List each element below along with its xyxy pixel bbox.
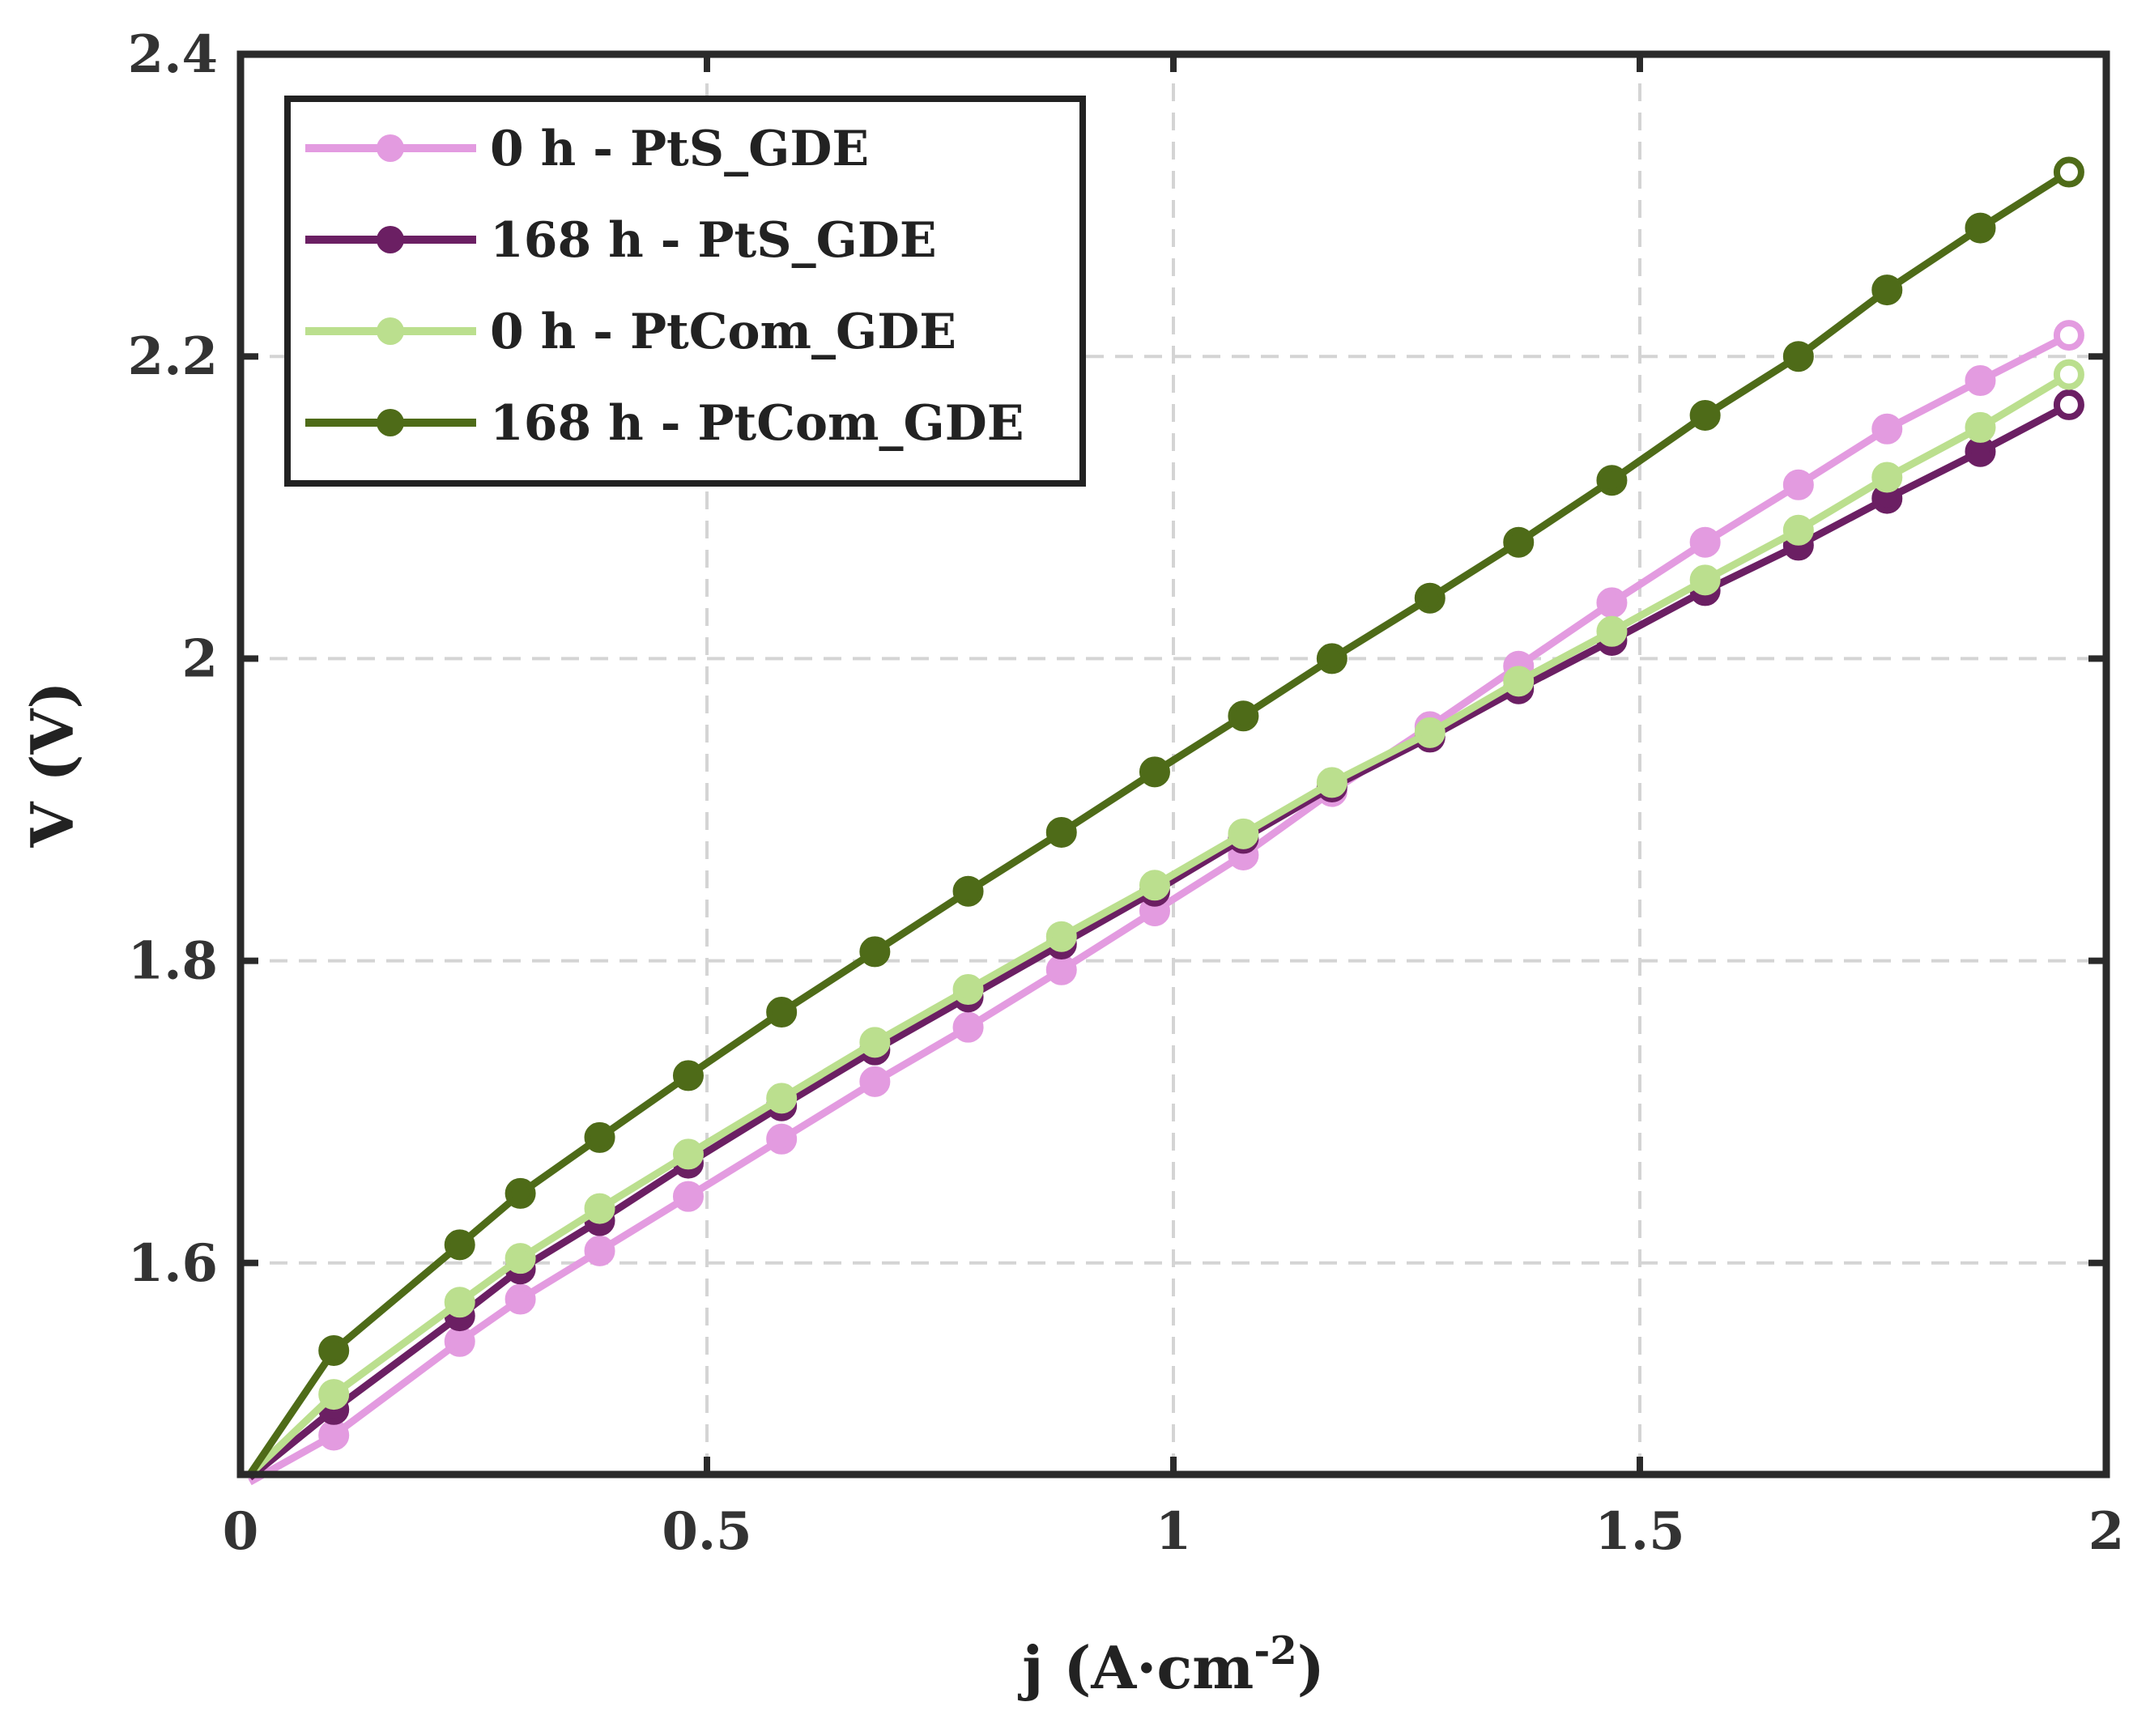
legend: 0 h - PtS_GDE 168 h - PtS_GDE 0 h - PtCom_… (284, 96, 1086, 487)
y-tick-label: 2 (181, 628, 218, 689)
data-point (1316, 643, 1347, 674)
data-point (1045, 954, 1077, 985)
x-axis-title: j (A·cm-2) (1017, 1628, 1325, 1702)
data-point (1414, 717, 1445, 748)
y-tick-label: 2.2 (128, 326, 218, 387)
legend-marker-swatch (377, 317, 404, 345)
data-point (952, 875, 984, 907)
x-tick-label: 1 (1156, 1501, 1192, 1562)
data-point (1228, 818, 1259, 849)
y-tick-label: 1.6 (128, 1233, 218, 1294)
data-point (766, 997, 798, 1028)
data-point (1596, 587, 1628, 619)
tick-labels: 0 0.5 1 1.5 2 1.6 1.8 2 2.2 2.4 (128, 24, 2125, 1562)
x-axis-title-main: j (A·cm (1017, 1633, 1254, 1702)
x-axis-title-superscript: -2 (1254, 1628, 1296, 1674)
series-4 (246, 156, 2084, 1477)
data-point (1965, 365, 1996, 397)
data-point (1045, 816, 1077, 848)
data-point (584, 1193, 615, 1224)
data-point (2053, 320, 2084, 351)
data-point (1782, 341, 1814, 372)
data-point (766, 1123, 798, 1155)
y-tick-label: 2.4 (128, 24, 218, 85)
data-point (1782, 469, 1814, 500)
data-point (1689, 564, 1721, 596)
data-point (952, 974, 984, 1006)
x-axis-title-end: ) (1297, 1633, 1325, 1702)
data-point (2053, 156, 2084, 188)
data-point (859, 1066, 891, 1097)
data-point (444, 1287, 475, 1318)
data-point (672, 1181, 704, 1212)
legend-label: 0 h - PtS_GDE (490, 121, 869, 177)
y-tick-label: 1.8 (128, 931, 218, 992)
data-point (1503, 666, 1535, 697)
data-point (2053, 359, 2084, 390)
legend-marker-swatch (377, 226, 404, 253)
data-point (766, 1083, 798, 1114)
x-tick-label: 0 (223, 1501, 259, 1562)
data-point (1965, 212, 1996, 244)
legend-entry-2: 168 h - PtS_GDE (305, 212, 937, 269)
x-tick-label: 0.5 (662, 1501, 751, 1562)
axis-ticks (237, 51, 2110, 1474)
data-point (1871, 413, 1903, 445)
data-point (1228, 700, 1259, 732)
data-point (1782, 514, 1814, 546)
data-point (1871, 274, 1903, 306)
data-point (1139, 870, 1170, 901)
data-point (318, 1379, 350, 1410)
data-point (318, 1334, 350, 1366)
data-point (1965, 411, 1996, 443)
data-point (1045, 921, 1077, 952)
data-point (584, 1235, 615, 1266)
data-point (672, 1138, 704, 1170)
legend-entry-4: 168 h - PtCom_GDE (305, 395, 1024, 452)
data-point (859, 936, 891, 968)
data-point (505, 1177, 536, 1209)
data-point (444, 1229, 475, 1261)
data-point (1316, 767, 1347, 798)
data-point (1596, 465, 1628, 496)
data-point (1414, 582, 1445, 614)
data-point (952, 1011, 984, 1043)
x-tick-label: 1.5 (1594, 1501, 1684, 1562)
data-point (444, 1325, 475, 1357)
y-axis-title: V (V) (18, 682, 87, 849)
legend-marker-swatch (377, 134, 404, 162)
legend-label: 168 h - PtCom_GDE (490, 395, 1024, 452)
legend-label: 0 h - PtCom_GDE (490, 304, 956, 360)
data-point (1503, 526, 1535, 558)
legend-label: 168 h - PtS_GDE (490, 212, 937, 269)
data-point (1871, 462, 1903, 493)
legend-entry-1: 0 h - PtS_GDE (305, 121, 869, 177)
data-point (1965, 436, 1996, 467)
data-point (318, 1419, 350, 1451)
data-point (2053, 389, 2084, 420)
data-point (505, 1283, 536, 1315)
data-point (1596, 615, 1628, 647)
legend-marker-swatch (377, 409, 404, 436)
data-point (1689, 526, 1721, 558)
data-point (1139, 756, 1170, 788)
data-point (1689, 399, 1721, 431)
data-point (505, 1243, 536, 1274)
legend-entry-3: 0 h - PtCom_GDE (305, 304, 956, 360)
data-point (859, 1027, 891, 1058)
data-point (584, 1121, 615, 1153)
x-tick-label: 2 (2088, 1501, 2125, 1562)
data-series (246, 156, 2084, 1486)
data-point (672, 1060, 704, 1091)
series-3 (247, 359, 2084, 1478)
